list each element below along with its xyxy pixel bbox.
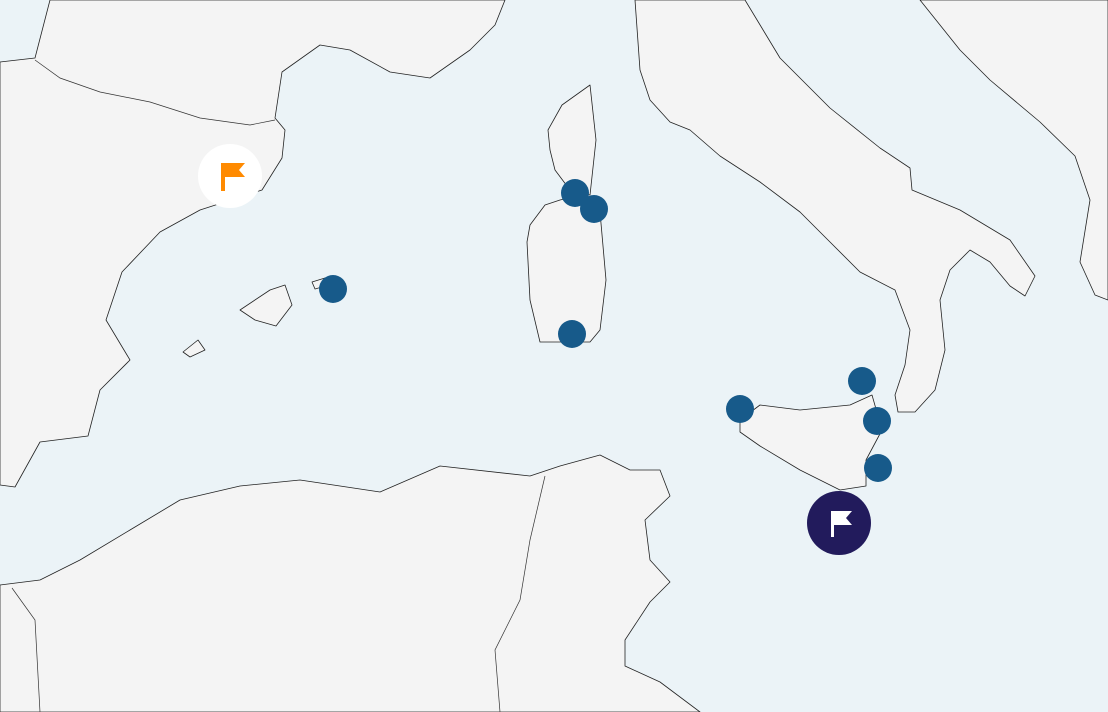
land-balkans — [919, 0, 1108, 301]
land-mallorca — [239, 284, 293, 327]
location-dot-icon[interactable] — [319, 275, 347, 303]
land-sardinia — [526, 195, 607, 343]
border-morocco-algeria — [11, 587, 41, 712]
route-points — [319, 179, 892, 482]
location-dot-icon[interactable] — [864, 454, 892, 482]
land-italy — [634, 0, 1036, 413]
location-dot-icon[interactable] — [580, 195, 608, 223]
border-pyrenees — [34, 59, 276, 126]
land-ibiza — [182, 339, 206, 358]
land-africa — [0, 454, 701, 712]
location-dot-icon[interactable] — [561, 179, 589, 207]
land-corsica — [547, 84, 597, 196]
location-dot-icon[interactable] — [863, 407, 891, 435]
end-flag-marker[interactable] — [807, 491, 871, 555]
flag-icon — [221, 163, 245, 191]
location-dot-icon[interactable] — [558, 320, 586, 348]
land-sicily — [739, 394, 883, 491]
location-dot-icon[interactable] — [726, 395, 754, 423]
flag-icon — [831, 511, 852, 537]
location-dot-icon[interactable] — [848, 367, 876, 395]
border-algeria-tunisia — [494, 475, 546, 712]
start-flag-marker[interactable] — [198, 144, 262, 208]
